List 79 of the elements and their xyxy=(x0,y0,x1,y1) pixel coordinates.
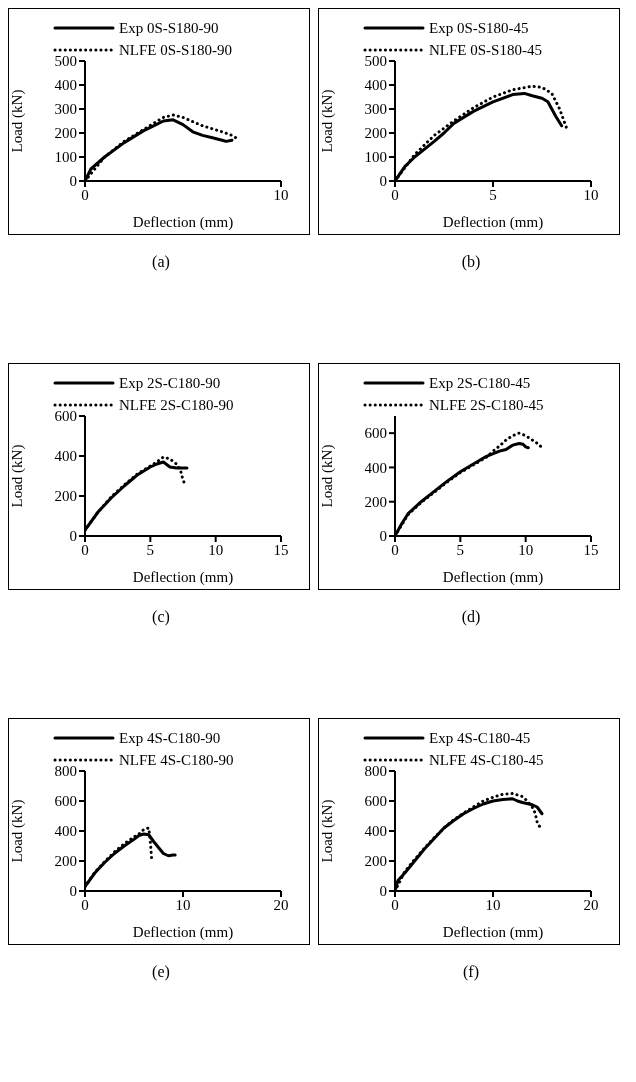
x-tick-label: 0 xyxy=(391,541,399,558)
x-tick-label: 10 xyxy=(273,186,289,203)
y-tick-label: 200 xyxy=(364,125,387,142)
x-tick-label: 0 xyxy=(391,186,399,203)
y-tick-label: 300 xyxy=(54,101,77,118)
x-axis-title: Deflection (mm) xyxy=(442,924,544,941)
y-axis-title: Load (kN) xyxy=(9,89,27,153)
y-tick-label: 400 xyxy=(54,77,77,94)
x-axis-title: Deflection (mm) xyxy=(132,569,234,586)
legend-label: NLFE 0S-S180-90 xyxy=(119,41,232,59)
y-tick-label: 600 xyxy=(54,408,77,425)
x-axis-title: Deflection (mm) xyxy=(132,214,234,231)
x-tick-label: 10 xyxy=(583,186,599,203)
x-axis-title: Deflection (mm) xyxy=(132,924,234,941)
legend-label: NLFE 4S-C180-90 xyxy=(119,751,234,769)
y-axis-title: Load (kN) xyxy=(319,89,337,153)
legend-label: Exp 0S-S180-45 xyxy=(429,19,529,37)
y-tick-label: 0 xyxy=(379,528,387,545)
y-tick-label: 200 xyxy=(364,494,387,511)
legend-label: NLFE 2S-C180-45 xyxy=(429,396,544,414)
y-tick-label: 100 xyxy=(54,149,77,166)
y-axis-title: Load (kN) xyxy=(9,444,27,508)
y-tick-label: 400 xyxy=(54,448,77,465)
x-tick-label: 5 xyxy=(456,541,465,558)
x-tick-label: 10 xyxy=(175,896,191,913)
legend-label: Exp 4S-C180-90 xyxy=(119,729,221,747)
text: (d) xyxy=(460,607,482,628)
x-axis-title: Deflection (mm) xyxy=(442,214,544,231)
y-tick-label: 200 xyxy=(54,853,77,870)
y-tick-label: 500 xyxy=(54,53,77,70)
y-tick-label: 0 xyxy=(379,883,387,900)
y-tick-label: 600 xyxy=(364,425,387,442)
y-tick-label: 400 xyxy=(54,823,77,840)
x-tick-label: 5 xyxy=(146,541,155,558)
x-tick-label: 15 xyxy=(273,541,289,558)
x-tick-label: 0 xyxy=(391,896,399,913)
y-tick-label: 400 xyxy=(364,823,387,840)
legend-label: NLFE 2S-C180-90 xyxy=(119,396,234,414)
x-tick-label: 0 xyxy=(81,541,89,558)
y-tick-label: 800 xyxy=(364,763,387,780)
legend-label: Exp 2S-C180-90 xyxy=(119,374,221,392)
y-tick-label: 500 xyxy=(364,53,387,70)
x-tick-label: 0 xyxy=(81,896,89,913)
text: (a) xyxy=(151,252,171,273)
y-tick-label: 200 xyxy=(364,853,387,870)
y-tick-label: 800 xyxy=(54,763,77,780)
legend-label: NLFE 0S-S180-45 xyxy=(429,41,542,59)
y-tick-label: 600 xyxy=(364,793,387,810)
legend-label: Exp 2S-C180-45 xyxy=(429,374,531,392)
x-axis-title: Deflection (mm) xyxy=(442,569,544,586)
y-tick-label: 0 xyxy=(379,173,387,190)
y-tick-label: 200 xyxy=(54,125,77,142)
legend-label: NLFE 4S-C180-45 xyxy=(429,751,544,769)
x-tick-label: 20 xyxy=(273,896,289,913)
y-axis-title: Load (kN) xyxy=(319,444,337,508)
y-tick-label: 0 xyxy=(69,883,77,900)
x-tick-label: 20 xyxy=(583,896,599,913)
legend-label: Exp 4S-C180-45 xyxy=(429,729,531,747)
y-tick-label: 400 xyxy=(364,459,387,476)
y-tick-label: 100 xyxy=(364,149,387,166)
y-tick-label: 400 xyxy=(364,77,387,94)
x-tick-label: 15 xyxy=(583,541,599,558)
y-tick-label: 600 xyxy=(54,793,77,810)
text: (e) xyxy=(151,962,171,983)
x-tick-label: 10 xyxy=(208,541,224,558)
text: (f) xyxy=(462,962,480,983)
text: (b) xyxy=(460,252,482,273)
y-axis-title: Load (kN) xyxy=(319,799,337,863)
x-tick-label: 5 xyxy=(489,186,497,203)
x-tick-label: 0 xyxy=(81,186,89,203)
x-tick-label: 10 xyxy=(518,541,534,558)
x-tick-label: 10 xyxy=(485,896,501,913)
text: (c) xyxy=(151,607,171,628)
y-tick-label: 200 xyxy=(54,488,77,505)
y-tick-label: 300 xyxy=(364,101,387,118)
y-tick-label: 0 xyxy=(69,173,77,190)
y-axis-title: Load (kN) xyxy=(9,799,27,863)
y-tick-label: 0 xyxy=(69,528,77,545)
legend-label: Exp 0S-S180-90 xyxy=(119,19,219,37)
